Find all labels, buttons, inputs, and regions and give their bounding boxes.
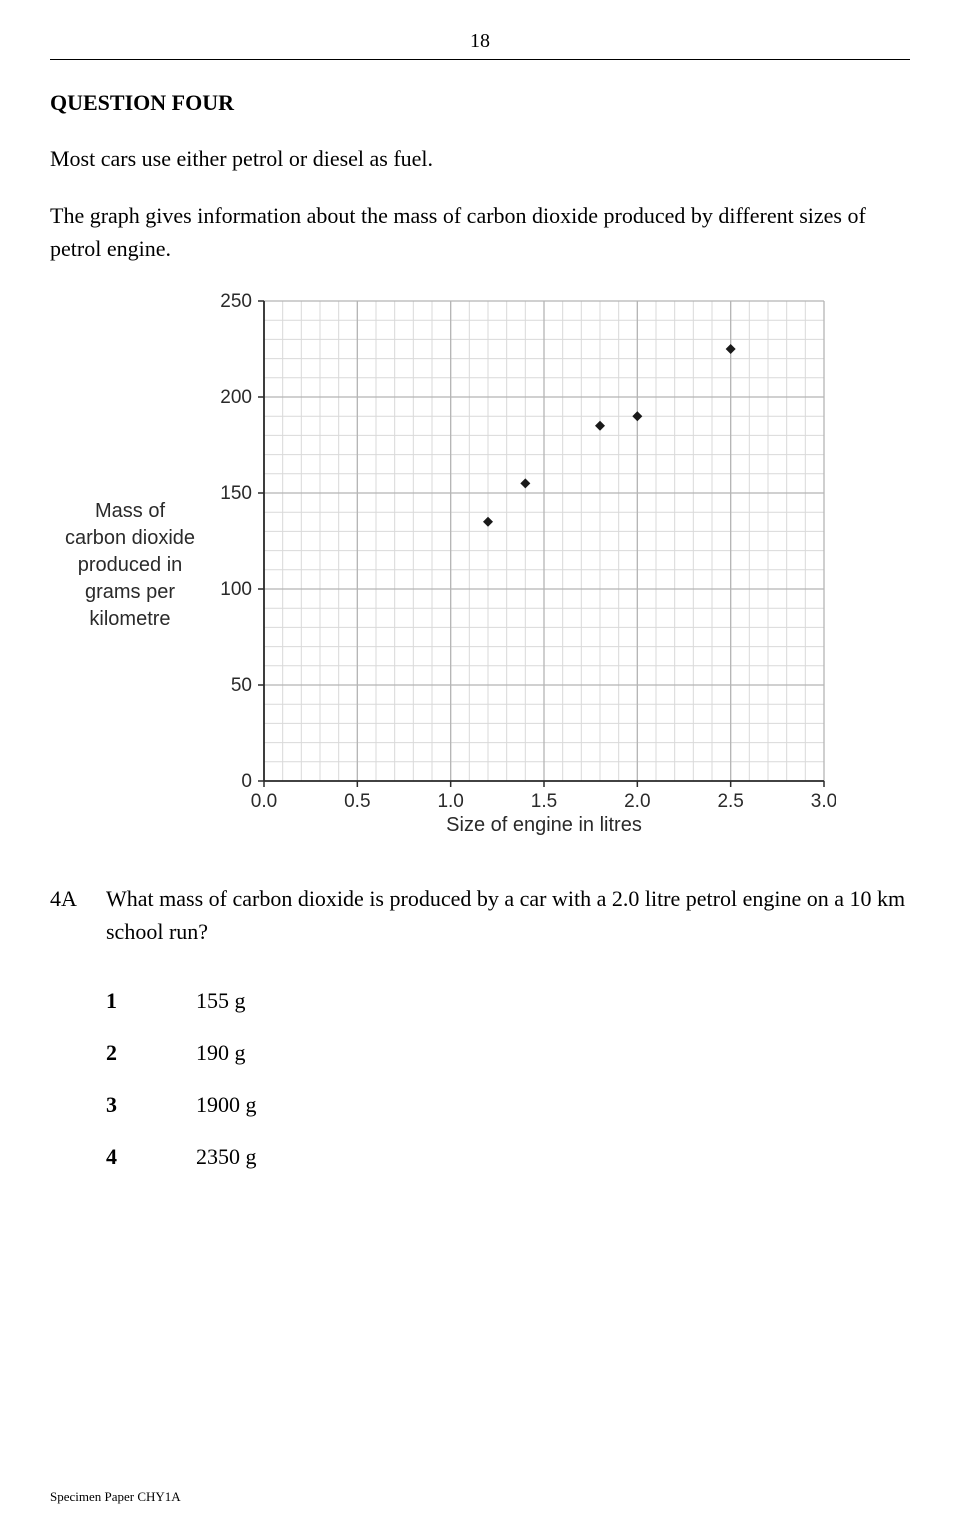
svg-text:0.0: 0.0	[251, 791, 277, 812]
svg-text:100: 100	[220, 579, 252, 600]
sub-question-text: What mass of carbon dioxide is produced …	[106, 882, 910, 948]
scatter-chart: 0.0 0.5 1.0 1.5 2.0 2.5 3.0 0 50 100 150 200 250 Size…	[216, 289, 836, 842]
svg-text:1.5: 1.5	[531, 791, 557, 812]
chart-container: Mass ofcarbon dioxideproduced ingrams pe…	[50, 289, 910, 842]
page: 18 QUESTION FOUR Most cars use either pe…	[0, 0, 960, 1529]
answer-option: 1155 g	[106, 988, 910, 1014]
answer-option-number: 3	[106, 1092, 196, 1118]
answer-options: 1155 g2190 g31900 g42350 g	[106, 988, 910, 1170]
svg-text:0.5: 0.5	[344, 791, 370, 812]
svg-text:200: 200	[220, 387, 252, 408]
answer-option-number: 1	[106, 988, 196, 1014]
svg-text:1.0: 1.0	[437, 791, 463, 812]
svg-text:150: 150	[220, 483, 252, 504]
answer-option-text: 190 g	[196, 1040, 246, 1066]
answer-option-text: 155 g	[196, 988, 246, 1014]
chart-y-axis-label: Mass ofcarbon dioxideproduced ingrams pe…	[50, 498, 216, 633]
answer-option: 2190 g	[106, 1040, 910, 1066]
page-number: 18	[50, 30, 910, 53]
answer-option-number: 2	[106, 1040, 196, 1066]
sub-question-id: 4A	[50, 882, 106, 948]
footer-text: Specimen Paper CHY1A	[50, 1489, 181, 1505]
intro-line-1: Most cars use either petrol or diesel as…	[50, 142, 910, 175]
header-rule	[50, 59, 910, 60]
sub-question: 4A What mass of carbon dioxide is produc…	[50, 882, 910, 948]
svg-text:Size of engine in litres: Size of engine in litres	[446, 814, 642, 836]
svg-text:2.5: 2.5	[717, 791, 743, 812]
answer-option: 42350 g	[106, 1144, 910, 1170]
svg-text:0: 0	[241, 771, 252, 792]
svg-text:50: 50	[231, 675, 252, 696]
svg-text:250: 250	[220, 291, 252, 312]
answer-option-text: 2350 g	[196, 1144, 257, 1170]
question-title: QUESTION FOUR	[50, 90, 910, 116]
answer-option: 31900 g	[106, 1092, 910, 1118]
answer-option-text: 1900 g	[196, 1092, 257, 1118]
svg-text:3.0: 3.0	[811, 791, 836, 812]
answer-option-number: 4	[106, 1144, 196, 1170]
intro-line-2: The graph gives information about the ma…	[50, 199, 910, 265]
svg-text:2.0: 2.0	[624, 791, 650, 812]
